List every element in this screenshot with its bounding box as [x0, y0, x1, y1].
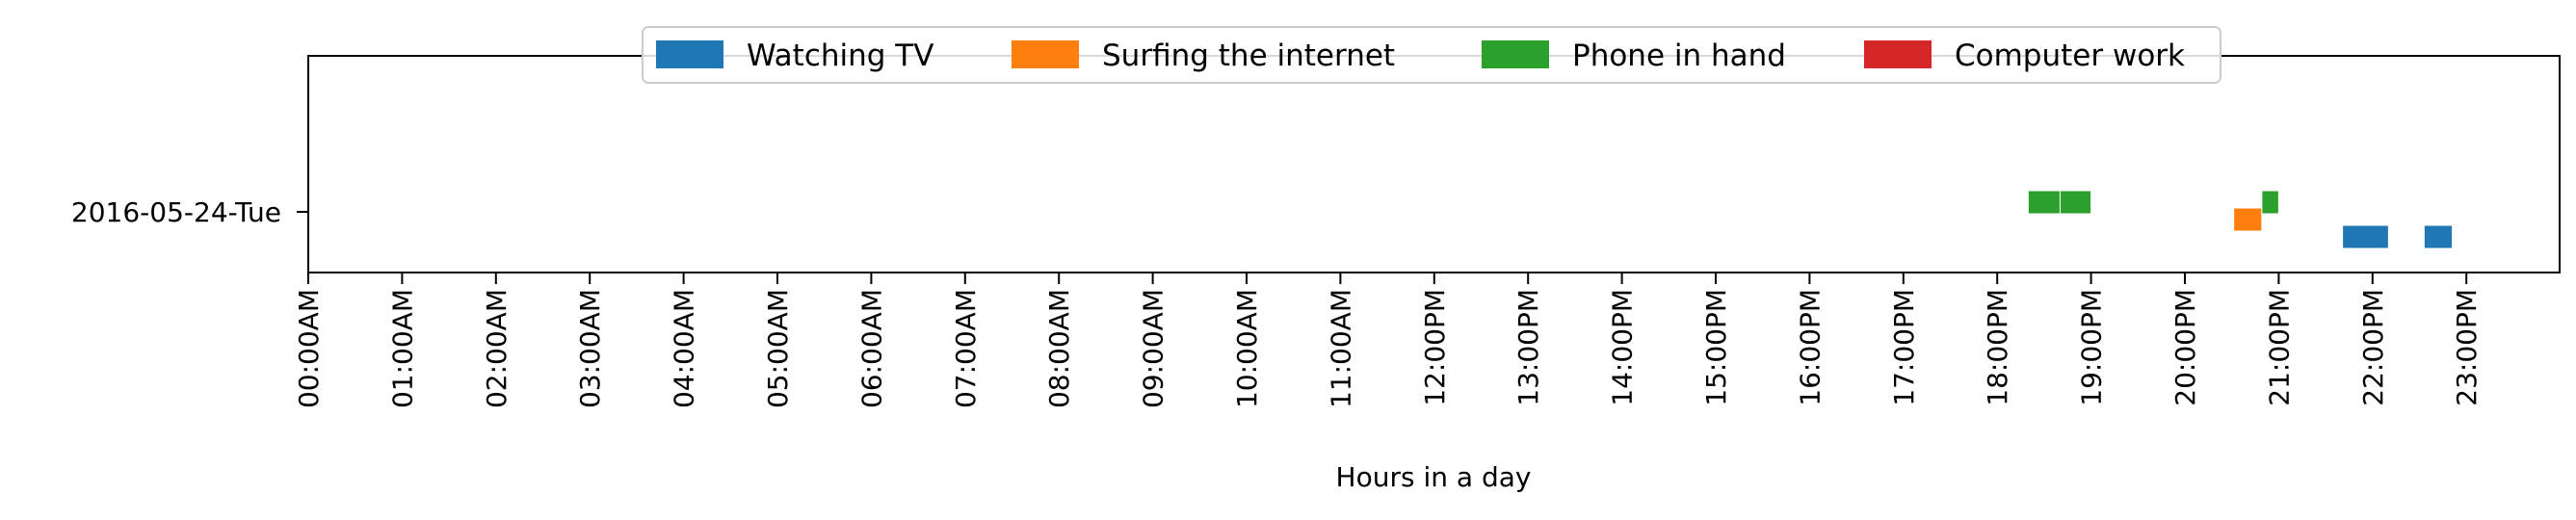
legend-label: Surfing the internet — [1102, 39, 1395, 73]
legend-swatch — [1482, 40, 1549, 68]
x-tick-label: 02:00AM — [481, 289, 513, 408]
x-tick-label: 10:00AM — [1231, 289, 1263, 408]
legend: Watching TV Surfing the internet Phone in … — [642, 26, 2221, 84]
bar-segment — [2342, 224, 2389, 249]
x-tick-label: 15:00PM — [1700, 289, 1732, 406]
legend-swatch — [656, 40, 723, 68]
plot-frame — [307, 55, 2561, 273]
x-tick-label: 19:00PM — [2076, 289, 2108, 406]
x-axis-title: Hours in a day — [1336, 461, 1532, 493]
x-tick-label: 20:00PM — [2169, 289, 2201, 406]
legend-label: Phone in hand — [1572, 39, 1786, 73]
bars-layer — [2027, 190, 2454, 249]
x-tick-label: 18:00PM — [1982, 289, 2013, 406]
bar-segment — [2423, 224, 2454, 249]
x-tick-label: 12:00PM — [1419, 289, 1451, 406]
x-tick-label: 01:00AM — [386, 289, 418, 408]
x-tick-label: 00:00AM — [293, 289, 325, 408]
bar-segment — [2261, 190, 2279, 215]
x-tick-label: 05:00AM — [762, 289, 794, 408]
x-tick-label: 23:00PM — [2451, 289, 2483, 406]
x-tick-label: 06:00AM — [855, 289, 887, 408]
legend-label: Watching TV — [747, 39, 933, 73]
x-tick-label: 13:00PM — [1512, 289, 1544, 406]
y-tick-label: 2016-05-24-Tue — [71, 196, 281, 228]
x-tick-label: 11:00AM — [1325, 289, 1356, 408]
x-tick-label: 07:00AM — [950, 289, 982, 408]
legend-swatch — [1012, 40, 1079, 68]
y-axis: 2016-05-24-Tue — [71, 196, 308, 228]
x-axis: 00:00AM 01:00AM 02:00AM 03:00AM 04:00AM 05:00… — [293, 273, 2483, 408]
x-tick-label: 03:00AM — [574, 289, 606, 408]
bar-segment — [2233, 207, 2263, 232]
x-tick-label: 22:00PM — [2357, 289, 2389, 406]
x-tick-label: 09:00AM — [1138, 289, 1170, 408]
legend-swatch — [1864, 40, 1932, 68]
bar-segment — [2027, 190, 2061, 215]
x-tick-label: 21:00PM — [2263, 289, 2295, 406]
x-tick-label: 17:00PM — [1888, 289, 1920, 406]
x-tick-label: 16:00PM — [1794, 289, 1826, 406]
x-tick-label: 04:00AM — [669, 289, 700, 408]
bar-segment — [2059, 190, 2092, 215]
legend-label: Computer work — [1955, 39, 2185, 73]
x-tick-label: 14:00PM — [1607, 289, 1639, 406]
x-tick-label: 08:00AM — [1043, 289, 1075, 408]
